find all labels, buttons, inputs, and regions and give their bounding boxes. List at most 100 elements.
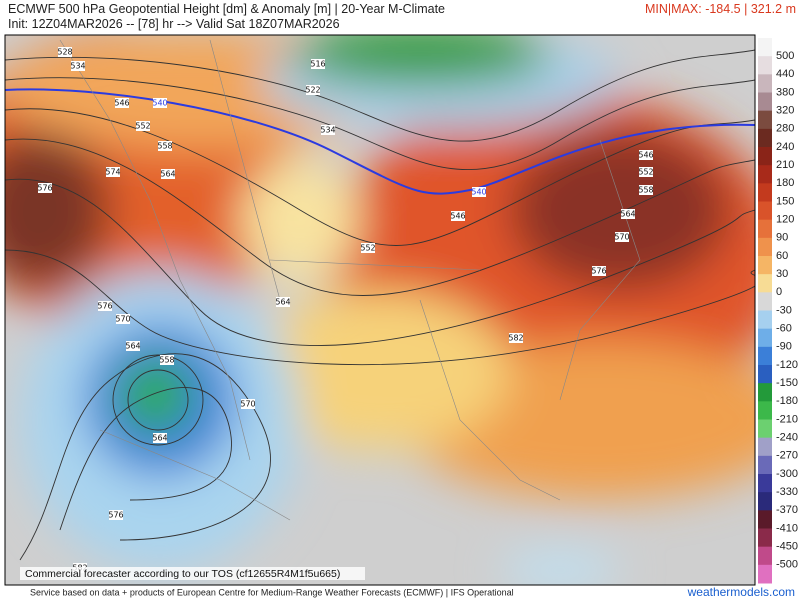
subtitle: Init: 12Z04MAR2026 -- [78] hr --> Valid …	[8, 17, 340, 31]
color-swatch	[758, 237, 772, 257]
color-swatch	[758, 128, 772, 148]
colorbar-label: 180	[776, 177, 794, 189]
colorbar-label: 60	[776, 250, 788, 262]
color-swatch	[758, 455, 772, 475]
colorbar-label: -410	[776, 522, 798, 534]
contour-label: 564	[620, 210, 635, 219]
contour-label-bg	[639, 167, 653, 177]
contour-label-bg	[639, 150, 653, 160]
site: weathermodels.com	[687, 585, 795, 599]
contour-label-bg	[153, 98, 167, 108]
contour-label-bg	[126, 341, 140, 351]
contour-label-bg	[509, 333, 523, 343]
contour-label-bg	[451, 211, 465, 221]
contour-label-bg	[161, 169, 175, 179]
colorbar-label: -120	[776, 359, 798, 371]
colorbar-label: 120	[776, 214, 794, 226]
contour-label: 552	[135, 122, 150, 131]
contour-label: 546	[114, 99, 129, 108]
contour-label-bg	[311, 59, 325, 69]
contour-label: 552	[638, 168, 653, 177]
contour-label: 574	[105, 168, 120, 177]
contour-label: 570	[115, 315, 130, 324]
credit: Service based on data + products of Euro…	[30, 587, 514, 597]
color-swatch	[758, 219, 772, 239]
contour-label: 534	[320, 126, 335, 135]
contour-label-bg	[158, 141, 172, 151]
colorbar-label: -300	[776, 468, 798, 480]
contour-label: 576	[37, 184, 52, 193]
color-swatch	[758, 292, 772, 311]
contour-label: 570	[614, 233, 629, 242]
color-swatch	[758, 528, 772, 548]
contour-label-bg	[621, 209, 635, 219]
contour-label-bg	[71, 61, 85, 71]
contour-label-bg	[321, 125, 335, 135]
colorbar-label: -180	[776, 395, 798, 407]
contour-label-bg	[116, 314, 130, 324]
min-max: MIN|MAX: -184.5 | 321.2 m	[645, 2, 796, 16]
title: ECMWF 500 hPa Geopotential Height [dm] &…	[8, 2, 445, 16]
color-swatch	[758, 310, 772, 330]
colorbar-label: -270	[776, 450, 798, 462]
colorbar-label: -90	[776, 341, 792, 353]
color-swatch	[758, 110, 772, 130]
colorbar-label: -240	[776, 432, 798, 444]
color-swatch	[758, 147, 772, 166]
contour-label: 576	[591, 267, 606, 276]
color-swatch	[758, 419, 772, 439]
color-swatch	[758, 256, 772, 275]
colorbar-label: 150	[776, 195, 794, 207]
color-swatch	[758, 328, 772, 348]
contour-label-bg	[98, 301, 112, 311]
color-swatch	[758, 92, 772, 112]
colorbar-label: 0	[776, 286, 782, 298]
color-swatch	[758, 346, 772, 366]
contour-label: 558	[159, 356, 174, 365]
colorbar-label: 380	[776, 86, 794, 98]
contour-label-bg	[276, 297, 290, 307]
contour-label-bg	[639, 185, 653, 195]
contour-label: 558	[638, 186, 653, 195]
colorbar-label: 210	[776, 159, 794, 171]
color-swatch	[758, 437, 772, 457]
map-frame	[4, 34, 756, 586]
colorbar-label: 240	[776, 141, 794, 153]
contour-label-bg	[38, 183, 52, 193]
color-swatch	[758, 201, 772, 221]
color-swatch	[758, 383, 772, 402]
colorbar-label: -330	[776, 486, 798, 498]
colorbar-label: 500	[776, 50, 794, 62]
contour-label: 546	[450, 212, 465, 221]
colorbar-label: 320	[776, 105, 794, 117]
contour-label: 540	[152, 99, 167, 108]
contour-label: 564	[275, 298, 290, 307]
contour-label: 540	[471, 188, 486, 197]
contour-label-bg	[160, 355, 174, 365]
contour-label-bg	[241, 399, 255, 409]
color-swatch	[758, 365, 772, 384]
color-swatch	[758, 38, 772, 57]
colorbar-label: -210	[776, 413, 798, 425]
colorbar-label: 90	[776, 232, 788, 244]
colorbar-label: -370	[776, 504, 798, 516]
contour-label-bg	[153, 433, 167, 443]
contour-label-bg	[136, 121, 150, 131]
color-swatch	[758, 56, 772, 75]
colorbar-label: 280	[776, 123, 794, 135]
contour-label: 564	[160, 170, 175, 179]
contour-label-bg	[106, 167, 120, 177]
contour-label: 534	[70, 62, 85, 71]
notice: Commercial forecaster according to our T…	[25, 568, 340, 580]
contour-label: 570	[240, 400, 255, 409]
colorbar-label: -500	[776, 559, 798, 571]
contour-label: 558	[157, 142, 172, 151]
contour-label: 552	[360, 244, 375, 253]
contour-label-bg	[306, 85, 320, 95]
contour-label-bg	[592, 266, 606, 276]
contour-label: 546	[638, 151, 653, 160]
contour-label: 582	[508, 334, 523, 343]
color-swatch	[758, 183, 772, 202]
color-swatch	[758, 165, 772, 184]
